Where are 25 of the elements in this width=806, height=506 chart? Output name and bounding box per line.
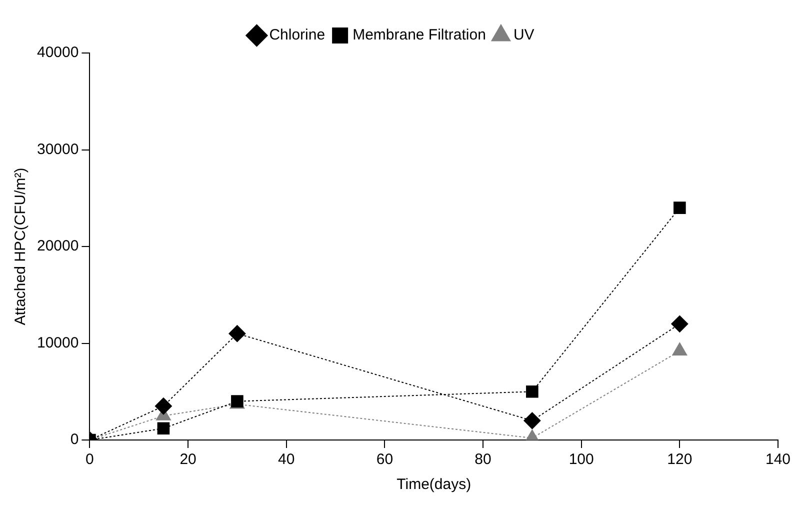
y-tick-label: 30000 (36, 140, 79, 158)
point (526, 385, 538, 398)
legend-label: Chlorine (269, 26, 326, 44)
y-tick-label: 40000 (36, 44, 79, 62)
x-axis-title: Time(days) (396, 476, 472, 494)
legend-label: Membrane Filtration (352, 26, 486, 44)
x-tick-label: 20 (180, 451, 196, 468)
point (524, 412, 541, 430)
y-axis-title: Attached HPC(CFU/m²) (12, 168, 30, 326)
x-tick-label: 40 (278, 451, 295, 468)
y-tick-label: 10000 (36, 334, 79, 352)
x-tick-label: 100 (568, 451, 594, 468)
point (228, 325, 246, 342)
y-tick-label: 20000 (36, 238, 79, 255)
y-tick-label: 0 (70, 431, 79, 448)
legend-label: UV (513, 26, 534, 44)
point (671, 315, 688, 332)
x-tick-label: 80 (474, 451, 492, 468)
x-tick-label: 140 (765, 451, 791, 468)
point (157, 422, 170, 435)
x-tick-label: 120 (667, 451, 692, 468)
x-tick-label: 0 (86, 451, 94, 468)
point (674, 202, 686, 214)
point (154, 398, 172, 415)
x-tick-label: 60 (376, 451, 394, 468)
